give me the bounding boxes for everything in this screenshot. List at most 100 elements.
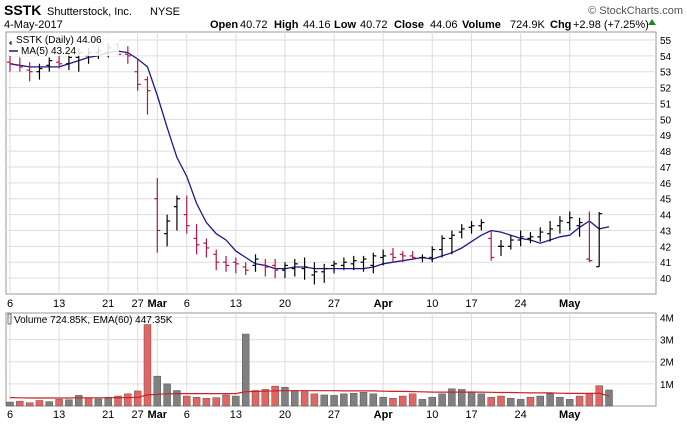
volume-bar [575, 395, 584, 407]
symbol: SSTK [4, 2, 41, 18]
ohlc-bar [507, 235, 514, 250]
price-grid [6, 32, 656, 294]
volume-bar [183, 395, 191, 407]
volume-x-tick-label: 10 [426, 409, 438, 421]
volume-x-tick-label: 13 [230, 409, 242, 421]
ohlc-bar [419, 254, 426, 263]
close-value: 44.06 [430, 19, 458, 31]
price-tick-label: 49 [660, 131, 672, 142]
ohlc-bar [458, 224, 465, 239]
volume-bar [556, 396, 564, 407]
volume-bar [114, 395, 122, 407]
volume-bar [340, 393, 348, 407]
x-tick-label: 20 [279, 298, 291, 310]
low-value: 40.72 [360, 19, 388, 31]
price-tick-label: 43 [660, 226, 672, 237]
ohlc-bar [301, 257, 308, 280]
volume-bar [281, 386, 289, 407]
ohlc-bar [331, 260, 338, 274]
volume-x-tick-label: 20 [279, 409, 291, 421]
ohlc-bar [478, 219, 485, 231]
ohlc-bar [360, 255, 367, 272]
volume-bar [16, 400, 24, 407]
volume-x-tick-label: 27 [132, 409, 144, 421]
price-tick-label: 47 [660, 163, 672, 174]
volume-x-tick-label: Apr [374, 409, 394, 421]
open-value: 40.72 [240, 19, 268, 31]
volume-x-tick-label: Mar [148, 409, 168, 421]
volume-bar [595, 385, 603, 407]
ema-line [9, 390, 610, 399]
volume-bar [350, 392, 358, 407]
volume-bars [6, 324, 613, 407]
volume-bar [202, 398, 211, 407]
price-tick-label: 52 [660, 84, 672, 95]
volume-bar [271, 385, 279, 407]
volume-bar [320, 394, 328, 407]
ohlc-bar [134, 58, 141, 91]
ohlc-bar [488, 230, 495, 261]
volume-bar [104, 396, 112, 407]
volume-bar [458, 389, 466, 407]
price-y-axis: 40 41 42 43 44 45 46 47 48 49 50 51 52 53 54 55 [660, 36, 672, 285]
ohlc-bar [281, 262, 288, 279]
price-tick-label: 40 [660, 274, 672, 285]
high-label: High [274, 19, 299, 31]
ohlc-bar [124, 46, 131, 64]
x-tick-label: 24 [515, 298, 527, 310]
x-tick-label: 27 [132, 298, 144, 310]
low-label: Low [334, 19, 356, 31]
price-tick-label: 41 [660, 258, 672, 269]
ohlc-bar [566, 211, 573, 231]
x-tick-label: 6 [184, 298, 190, 310]
ohlc-bar [183, 195, 190, 234]
volume-value: 724.9K [510, 19, 546, 31]
volume-bar [477, 393, 486, 407]
ohlc-bar [7, 55, 13, 72]
legend-background [9, 34, 119, 56]
ohlc-bar [556, 216, 563, 234]
ohlc-bar [272, 259, 279, 279]
x-tick-label: 21 [102, 298, 114, 310]
ohlc-bar [213, 249, 220, 271]
volume-bar [35, 400, 44, 407]
ohlc-bar [596, 212, 603, 268]
volume-bar [192, 396, 201, 407]
volume-bar [25, 402, 34, 407]
x-tick-label: 13 [230, 298, 242, 310]
ohlc-bar [448, 230, 455, 255]
volume-bar [566, 399, 574, 407]
ohlc-bar [46, 57, 53, 72]
volume-bar [143, 324, 152, 407]
x-tick-label: 10 [426, 298, 438, 310]
ohlc-bar [223, 255, 230, 272]
volume-bar [467, 391, 476, 407]
volume-bar [516, 399, 525, 407]
ohlc-bar [232, 257, 239, 274]
volume-bar [65, 399, 73, 407]
volume-x-tick-label: 6 [7, 409, 13, 421]
ema-layer [9, 390, 610, 399]
close-label: Close [394, 19, 424, 31]
volume-bar [418, 399, 427, 407]
volume-panel: 1M 2M 3M 4M Volume 724.85K, EMA(60) 447.35K [5, 312, 674, 407]
ohlc-bar [409, 251, 416, 260]
volume-x-tick-label: May [559, 409, 581, 421]
exchange: NYSE [150, 6, 180, 18]
volume-panel-frame [5, 312, 657, 407]
price-panel-frame [5, 31, 657, 295]
volume-bar [310, 393, 319, 407]
x-tick-label: 13 [53, 298, 65, 310]
ohlc-bar [164, 214, 171, 247]
ohlc-bar [203, 238, 210, 258]
volume-y-axis: 1M 2M 3M 4M [660, 313, 674, 390]
volume-bar [605, 389, 613, 407]
ohlc-bar [439, 235, 446, 258]
volume-bar [526, 396, 535, 407]
ohlc-bar [537, 227, 544, 242]
ohlc-bar [311, 262, 318, 285]
volume-bar [369, 393, 378, 407]
volume-bar [212, 397, 220, 407]
price-tick-label: 44 [660, 211, 672, 222]
ohlc-bar [527, 232, 534, 244]
